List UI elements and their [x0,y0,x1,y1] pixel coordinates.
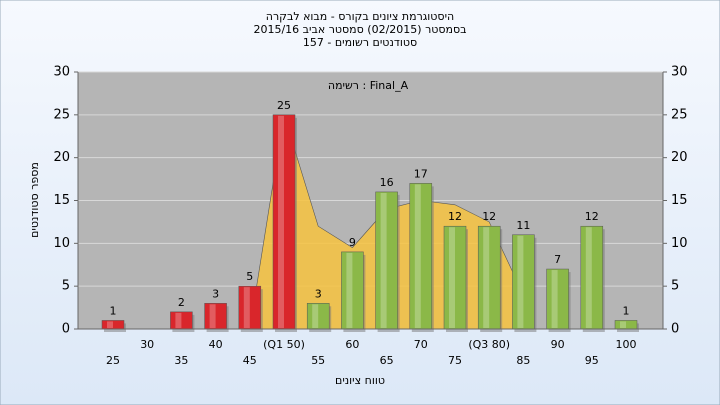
bar-highlight [585,227,592,328]
x-tick-label: 60 [345,338,359,351]
y2-tick-label: 5 [671,279,679,294]
x-tick-label: (Q1 50) [263,338,305,351]
y-tick-label: 0 [62,322,70,337]
bar-highlight [209,304,216,328]
value-label: 1 [110,304,117,317]
value-label: 1 [623,304,630,317]
x-tick-label: 85 [516,354,530,367]
y-tick-label: 30 [53,65,70,80]
value-label: 5 [246,270,253,283]
value-label: 11 [516,219,530,232]
x-tick-label: 45 [243,354,257,367]
x-tick-label: 90 [551,338,565,351]
x-tick-label: 95 [585,354,599,367]
chart-subtitle: סטודנטים רשומים - 157 [303,36,417,49]
y2-tick-label: 0 [671,322,679,337]
x-tick-label: 75 [448,354,462,367]
bar-highlight [483,227,490,328]
value-label: 25 [277,99,291,112]
bar-highlight [517,235,524,328]
chart-title: היסטוגרמת ציונים בקורס - מבוא לבקרה [266,10,454,23]
x-tick-label: 100 [616,338,637,351]
y-tick-label: 20 [53,150,70,165]
bar-highlight [551,270,558,328]
y-tick-label: 5 [62,279,70,294]
y-tick-label: 10 [53,236,70,251]
y-tick-label: 15 [53,193,70,208]
chart-subtitle: בסמסטר (02/2015) סמסטר אביב 2015/16 [253,23,466,36]
annotation: רשימה : Final_A [328,79,409,92]
x-tick-label: (Q3 80) [468,338,510,351]
y2-tick-label: 20 [671,150,688,165]
value-label: 12 [585,210,599,223]
value-label: 12 [482,210,496,223]
value-label: 3 [212,287,219,300]
value-label: 16 [380,176,394,189]
bar-highlight [278,115,284,328]
y2-tick-label: 30 [671,65,688,80]
value-label: 3 [315,287,322,300]
x-tick-label: 55 [311,354,325,367]
value-label: 12 [448,210,462,223]
x-tick-label: 70 [414,338,428,351]
x-tick-label: 65 [380,354,394,367]
bar-highlight [620,321,626,328]
bar-highlight [414,184,421,328]
bar-highlight [346,252,353,328]
value-label: 17 [414,167,428,180]
x-tick-label: 40 [209,338,223,351]
value-label: 2 [178,296,185,309]
x-tick-label: 35 [174,354,188,367]
y2-tick-label: 25 [671,107,688,122]
y-axis-label: מספר סטודנטים [28,162,41,238]
x-axis-label: טווח ציונים [335,374,385,387]
x-tick-label: 30 [140,338,154,351]
value-label: 7 [554,253,561,266]
bar-highlight [243,287,250,328]
value-label: 9 [349,236,356,249]
bar-highlight [380,192,387,328]
bar-highlight [175,312,182,328]
y-tick-label: 25 [53,107,70,122]
y2-tick-label: 10 [671,236,688,251]
bar-highlight [107,321,113,328]
y2-tick-label: 15 [671,193,688,208]
x-tick-label: 25 [106,354,120,367]
bar-highlight [449,227,455,328]
bar-highlight [312,304,319,328]
